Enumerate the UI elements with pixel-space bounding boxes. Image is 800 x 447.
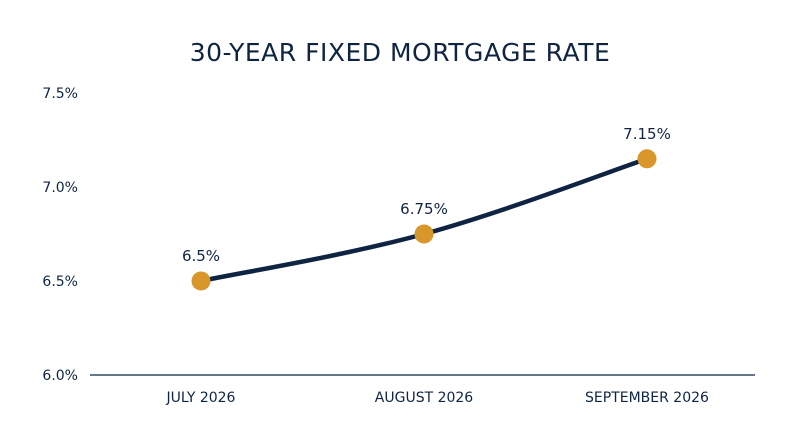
y-tick-label: 6.0% bbox=[42, 368, 78, 384]
series-line bbox=[198, 156, 650, 284]
data-points bbox=[191, 149, 657, 291]
y-tick-label: 7.0% bbox=[42, 180, 78, 196]
data-point bbox=[191, 271, 211, 291]
data-point bbox=[414, 224, 434, 244]
chart-title: 30-YEAR FIXED MORTGAGE RATE bbox=[189, 38, 611, 67]
x-tick-label: SEPTEMBER 2026 bbox=[585, 390, 709, 406]
data-label: 6.5% bbox=[182, 247, 220, 265]
data-point bbox=[637, 149, 657, 169]
y-tick-labels: 6.0% 6.5% 7.0% 7.5% bbox=[42, 86, 78, 384]
data-label: 7.15% bbox=[623, 125, 671, 143]
x-tick-label: AUGUST 2026 bbox=[375, 390, 474, 406]
data-labels: 6.5% 6.75% 7.15% bbox=[182, 125, 671, 265]
data-label: 6.75% bbox=[400, 200, 448, 218]
x-tick-label: JULY 2026 bbox=[166, 390, 236, 406]
x-tick-labels: JULY 2026 AUGUST 2026 SEPTEMBER 2026 bbox=[166, 390, 710, 406]
y-tick-label: 6.5% bbox=[42, 274, 78, 290]
y-tick-label: 7.5% bbox=[42, 86, 78, 102]
